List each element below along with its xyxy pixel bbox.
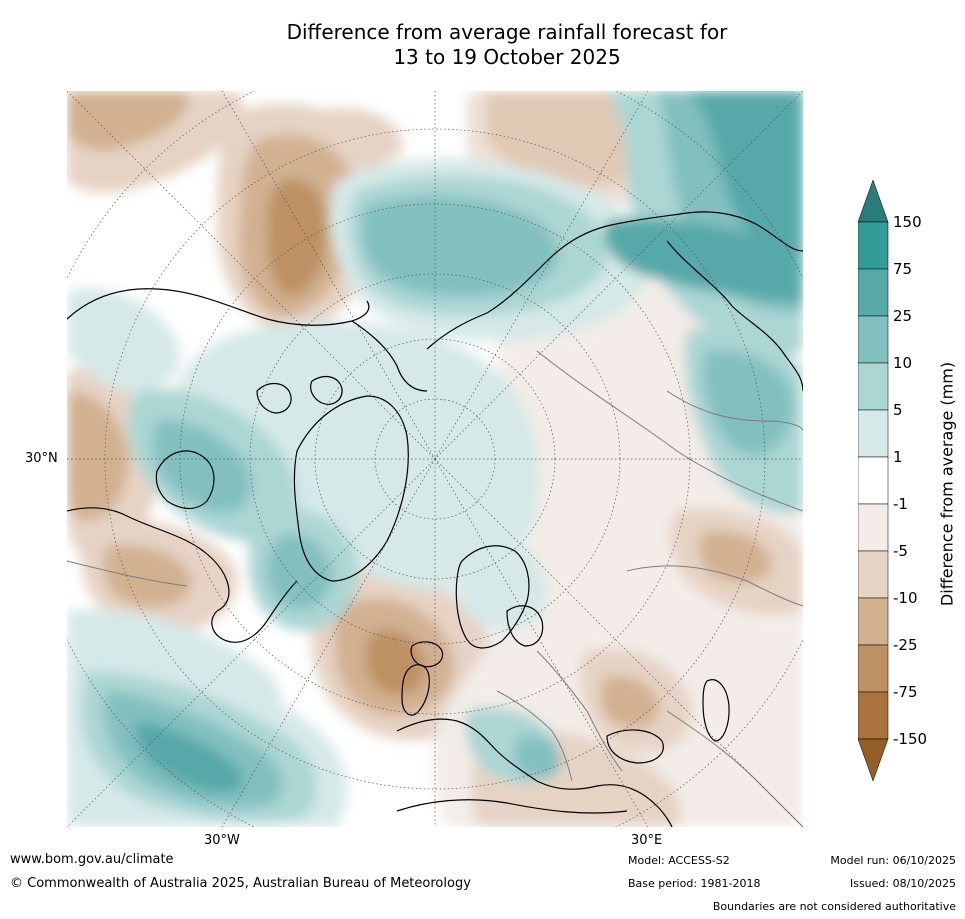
footer-copyright: © Commonwealth of Australia 2025, Austra…: [10, 876, 471, 891]
footer-disclaimer: Boundaries are not considered authoritat…: [712, 900, 956, 913]
wet-area-kamchatka: [604, 218, 803, 301]
coastline-black-sea: [606, 729, 664, 764]
colorbar-band-10-25: [858, 315, 889, 364]
coastlines: [67, 211, 803, 827]
colorbar-tick-label: -25: [893, 636, 918, 654]
colorbar-tick-label: -75: [893, 683, 918, 701]
dry-area-north-atlantic-deep: [365, 630, 426, 695]
colorbar-tick-label: 25: [893, 307, 913, 325]
colorbar-band-1-5: [858, 409, 889, 458]
title-line-1: Difference from average rainfall forecas…: [286, 20, 728, 44]
coastline-north-africa: [396, 799, 628, 814]
colorbar-extend-bottom: [858, 738, 889, 782]
dry-area-north-pacific-core: [67, 91, 189, 151]
coastline-beaufort: [351, 320, 428, 392]
colorbar-band-25-75: [858, 268, 889, 317]
coastline-scandinavia: [455, 545, 530, 649]
coastline-kamchatka: [666, 240, 803, 392]
colorbar-tick-label: 5: [893, 401, 903, 419]
meridian-150e: [434, 91, 649, 460]
wet-area-arctic-basin: [171, 320, 540, 591]
boundary-russia: [536, 350, 803, 512]
coastline-east-canada: [211, 580, 298, 643]
wet-area-east-siberia-core: [702, 350, 794, 456]
boundary-kazakhstan: [626, 565, 803, 607]
boundary-china: [666, 390, 803, 432]
parallel-50n: [179, 203, 691, 715]
colorbar-band-5-10: [858, 362, 889, 411]
coastline-greenland: [293, 395, 409, 582]
colorbar-tick-label: 1: [893, 448, 903, 466]
boundary-europe-2: [496, 690, 573, 782]
meridian-30w: [221, 458, 436, 827]
wet-area-greenland-core: [267, 535, 333, 610]
dry-area-canada-south-core: [103, 545, 192, 608]
colorbar-tick-label: 75: [893, 260, 913, 278]
colorbar-band-neg5-neg10: [858, 550, 889, 599]
parallel-80n: [374, 398, 496, 520]
lon-label-30e: 30°E: [631, 833, 663, 848]
country-boundaries: [67, 350, 803, 827]
graticule: [67, 91, 803, 827]
boundary-europe-1: [536, 650, 623, 772]
colorbar-band-neg25-neg75: [858, 644, 889, 693]
wet-area-canadian-arctic-core: [152, 420, 251, 513]
boundary-middle-east: [666, 710, 803, 827]
colorbar-extend-top: [858, 180, 889, 223]
footer-issued-date: Issued: 08/10/2025: [849, 877, 956, 890]
colorbar-band-neg10-neg25: [858, 597, 889, 646]
coastline-caspian: [702, 679, 730, 742]
coastline-europe: [396, 718, 673, 827]
colorbar-band-neutral: [858, 456, 889, 505]
parallel-40n: [104, 128, 766, 790]
rainfall-anomaly-map: [67, 91, 803, 827]
colorbar-tick-label: -150: [893, 730, 928, 748]
wet-area-atlantic-deep: [135, 721, 243, 793]
parallel-70n: [314, 338, 556, 580]
dry-area-alaska-deep: [267, 179, 328, 296]
lat-label-30n: 30°N: [25, 451, 58, 466]
coastline-west-hudson: [67, 507, 230, 612]
title-line-2: 13 to 19 October 2025: [393, 45, 621, 69]
colorbar-tick-label: 10: [893, 354, 913, 372]
colorbar: [858, 180, 889, 782]
colorbar-band-neg1-neg5: [858, 503, 889, 552]
colorbar-title: Difference from average (mm): [937, 361, 957, 607]
wet-area-canada-west: [67, 288, 180, 391]
coastline-british-isles: [401, 664, 430, 716]
wet-area-west-pacific-core: [687, 91, 803, 252]
wet-area-bering-core: [362, 195, 559, 297]
colorbar-tick-label: -1: [893, 495, 908, 513]
meridian-150w: [221, 91, 436, 460]
anomaly-shading: [67, 91, 803, 827]
coastline-hudson-bay: [155, 450, 215, 510]
coastline-iceland: [410, 641, 444, 668]
colorbar-band-75-150: [858, 221, 889, 270]
colorbar-tick-label: -5: [893, 542, 908, 560]
dry-area-north-pacific-east: [313, 108, 403, 163]
map-title: Difference from average rainfall forecas…: [67, 20, 947, 70]
dry-area-pacific-west-core: [67, 391, 129, 521]
footer-base-period: Base period: 1981-2018: [628, 877, 761, 890]
footer-model: Model: ACCESS-S2: [628, 854, 730, 867]
coastline-arctic-islands: [256, 375, 343, 414]
footer-model-run: Model run: 06/10/2025: [830, 854, 956, 867]
coastline-alaska-north: [67, 288, 370, 326]
colorbar-tick-label: 150: [893, 213, 922, 231]
meridian-30e: [434, 458, 649, 827]
colorbar-tick-label: -10: [893, 589, 918, 607]
coastline-siberia: [426, 211, 803, 350]
colorbar-band-neg75-neg150: [858, 691, 889, 740]
dry-area-balkans: [600, 675, 659, 729]
footer-url: www.bom.gov.au/climate: [10, 852, 174, 867]
dry-area-central-asia-core: [698, 530, 772, 583]
boundary-canada-us: [67, 560, 188, 587]
lon-label-30w: 30°W: [204, 833, 240, 848]
parallel-60n: [249, 273, 621, 645]
